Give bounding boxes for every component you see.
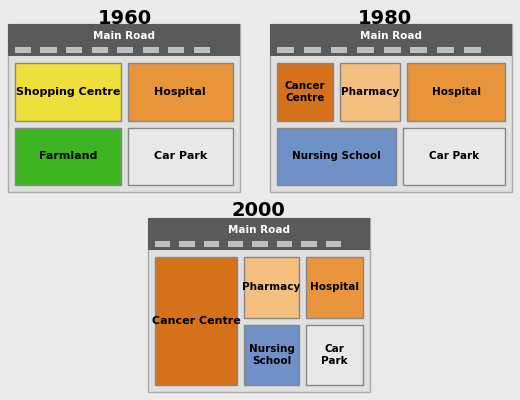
Bar xyxy=(304,47,321,53)
Text: Main Road: Main Road xyxy=(228,225,290,235)
Text: Shopping Centre: Shopping Centre xyxy=(16,87,120,97)
Bar xyxy=(154,241,170,247)
Bar xyxy=(410,47,427,53)
Text: Hospital: Hospital xyxy=(310,282,359,292)
Bar xyxy=(15,128,121,185)
Bar xyxy=(117,47,133,53)
Bar xyxy=(193,47,210,53)
Bar xyxy=(8,24,240,192)
Bar xyxy=(15,63,121,120)
Bar xyxy=(277,47,294,53)
Bar xyxy=(301,241,317,247)
Bar xyxy=(148,218,370,392)
Text: 1960: 1960 xyxy=(98,8,152,28)
Text: 1980: 1980 xyxy=(358,8,412,28)
Bar xyxy=(277,63,333,120)
Bar xyxy=(270,24,512,192)
Bar xyxy=(331,47,347,53)
Bar xyxy=(407,63,505,120)
Text: Car Park: Car Park xyxy=(429,151,479,161)
Bar xyxy=(244,257,299,318)
Bar xyxy=(127,63,233,120)
Bar xyxy=(148,218,370,250)
Bar xyxy=(252,241,268,247)
Bar xyxy=(66,47,82,53)
Bar xyxy=(464,47,480,53)
Bar xyxy=(228,241,243,247)
Text: Farmland: Farmland xyxy=(38,151,97,161)
Text: Hospital: Hospital xyxy=(154,87,206,97)
Text: Pharmacy: Pharmacy xyxy=(242,282,301,292)
Text: Car Park: Car Park xyxy=(153,151,207,161)
Bar xyxy=(437,47,454,53)
Bar xyxy=(142,47,159,53)
Text: Main Road: Main Road xyxy=(93,31,155,41)
Bar xyxy=(8,24,240,56)
Bar xyxy=(270,24,512,56)
Bar xyxy=(203,241,219,247)
Bar xyxy=(306,257,363,318)
Text: Pharmacy: Pharmacy xyxy=(341,87,399,97)
Bar xyxy=(41,47,57,53)
Bar xyxy=(179,241,194,247)
Bar xyxy=(277,241,292,247)
Text: Cancer
Centre: Cancer Centre xyxy=(284,81,325,102)
Bar xyxy=(127,128,233,185)
Bar xyxy=(340,63,400,120)
Text: Hospital: Hospital xyxy=(432,87,480,97)
Text: Cancer Centre: Cancer Centre xyxy=(152,316,240,326)
Bar xyxy=(384,47,401,53)
Bar xyxy=(155,257,237,385)
Text: Main Road: Main Road xyxy=(360,31,422,41)
Bar xyxy=(326,241,341,247)
Bar xyxy=(15,47,31,53)
Bar xyxy=(357,47,374,53)
Bar xyxy=(277,128,396,185)
Text: Car
Park: Car Park xyxy=(321,344,348,366)
Bar xyxy=(92,47,108,53)
Text: Nursing
School: Nursing School xyxy=(249,344,294,366)
Bar xyxy=(244,324,299,385)
Text: 2000: 2000 xyxy=(231,200,285,220)
Bar xyxy=(404,128,505,185)
Bar xyxy=(168,47,184,53)
Text: Nursing School: Nursing School xyxy=(292,151,381,161)
Bar xyxy=(306,324,363,385)
